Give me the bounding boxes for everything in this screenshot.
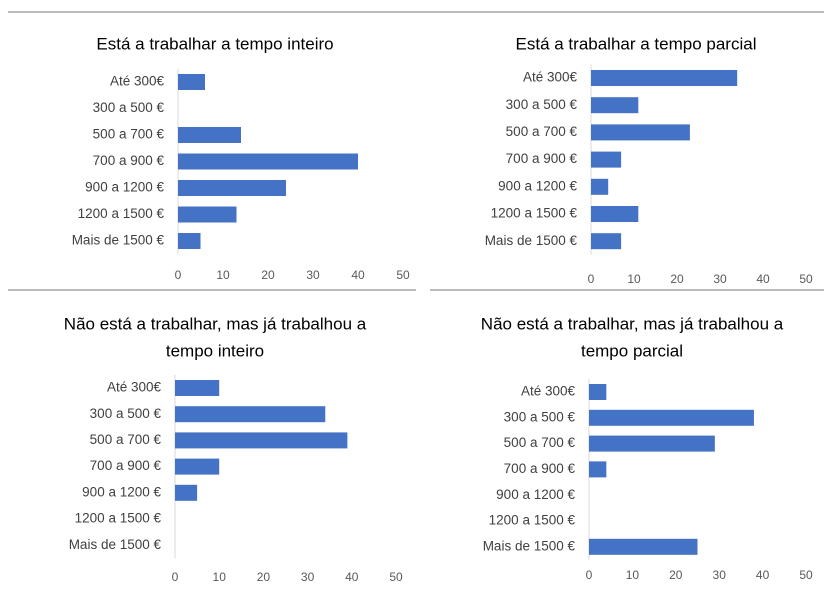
x-tick-label: 30 xyxy=(301,570,315,584)
bar xyxy=(178,180,286,196)
y-tick-label: 900 a 1200 € xyxy=(498,178,577,193)
x-tick-label: 0 xyxy=(175,268,182,282)
chart-title: Está a trabalhar a tempo inteiro xyxy=(96,34,333,53)
bar xyxy=(175,458,220,475)
y-tick-label: 1200 a 1500 € xyxy=(489,513,576,528)
bar xyxy=(175,406,326,423)
x-tick-label: 0 xyxy=(586,568,593,582)
x-tick-label: 40 xyxy=(756,568,770,582)
chart-title: Não está a trabalhar, mas já trabalhou a xyxy=(481,314,784,333)
bar xyxy=(591,178,609,195)
x-tick-label: 30 xyxy=(713,568,727,582)
chart-title: Está a trabalhar a tempo parcial xyxy=(516,34,757,53)
bar xyxy=(178,206,237,223)
bar xyxy=(589,384,607,400)
bar xyxy=(175,432,348,449)
bar xyxy=(591,151,622,168)
bar xyxy=(175,484,198,501)
y-tick-label: Mais de 1500 € xyxy=(72,233,165,248)
y-tick-label: 700 a 900 € xyxy=(506,151,578,166)
y-tick-label: 300 a 500 € xyxy=(504,409,576,424)
x-tick-label: 10 xyxy=(216,268,230,282)
bar xyxy=(591,124,690,141)
y-tick-label: 700 a 900 € xyxy=(504,461,576,476)
x-tick-label: 40 xyxy=(351,268,365,282)
chart-title: tempo inteiro xyxy=(166,341,264,360)
x-tick-label: 10 xyxy=(627,272,641,286)
x-tick-label: 30 xyxy=(713,272,727,286)
y-tick-label: 500 a 700 € xyxy=(93,127,165,142)
x-tick-label: 20 xyxy=(257,570,271,584)
y-tick-label: 1200 a 1500 € xyxy=(491,206,578,221)
y-tick-label: 700 a 900 € xyxy=(93,153,165,168)
y-tick-label: Até 300€ xyxy=(521,384,576,399)
bar xyxy=(591,206,639,222)
y-tick-label: Mais de 1500 € xyxy=(485,233,578,248)
x-tick-label: 0 xyxy=(588,272,595,286)
bar xyxy=(178,153,358,170)
chart-title: tempo parcial xyxy=(581,341,683,360)
bar xyxy=(175,380,220,396)
x-tick-label: 50 xyxy=(396,268,410,282)
y-tick-label: 500 a 700 € xyxy=(506,124,578,139)
bar xyxy=(591,233,622,250)
x-tick-label: 40 xyxy=(756,272,770,286)
y-tick-label: Mais de 1500 € xyxy=(69,537,162,552)
y-tick-label: Até 300€ xyxy=(107,380,162,395)
bar xyxy=(178,127,241,143)
bar xyxy=(178,74,205,90)
y-tick-label: Mais de 1500 € xyxy=(483,538,576,553)
x-tick-label: 30 xyxy=(306,268,320,282)
bar xyxy=(589,435,715,452)
y-tick-label: 500 a 700 € xyxy=(90,432,162,447)
x-tick-label: 20 xyxy=(669,568,683,582)
x-tick-label: 0 xyxy=(172,570,179,584)
bar xyxy=(589,538,698,555)
y-tick-label: 700 a 900 € xyxy=(90,458,162,473)
y-tick-label: Até 300€ xyxy=(523,70,578,85)
bar xyxy=(591,97,639,114)
x-tick-label: 10 xyxy=(626,568,640,582)
y-tick-label: 900 a 1200 € xyxy=(85,180,164,195)
x-tick-label: 20 xyxy=(670,272,684,286)
chart-title: Não está a trabalhar, mas já trabalhou a xyxy=(64,314,367,333)
bar xyxy=(589,409,754,426)
x-tick-label: 10 xyxy=(213,570,227,584)
x-tick-label: 50 xyxy=(389,570,403,584)
y-tick-label: 1200 a 1500 € xyxy=(78,206,165,221)
bar xyxy=(589,461,607,478)
y-tick-label: 900 a 1200 € xyxy=(496,487,575,502)
bar xyxy=(591,70,738,86)
x-tick-label: 40 xyxy=(345,570,359,584)
x-tick-label: 50 xyxy=(799,568,813,582)
x-tick-label: 50 xyxy=(799,272,813,286)
y-tick-label: 300 a 500 € xyxy=(93,100,165,115)
y-tick-label: 300 a 500 € xyxy=(90,406,162,421)
y-tick-label: 500 a 700 € xyxy=(504,435,576,450)
y-tick-label: 900 a 1200 € xyxy=(82,484,161,499)
bar xyxy=(178,233,201,249)
x-tick-label: 20 xyxy=(261,268,275,282)
y-tick-label: 1200 a 1500 € xyxy=(75,511,162,526)
y-tick-label: 300 a 500 € xyxy=(506,97,578,112)
y-tick-label: Até 300€ xyxy=(110,74,165,89)
